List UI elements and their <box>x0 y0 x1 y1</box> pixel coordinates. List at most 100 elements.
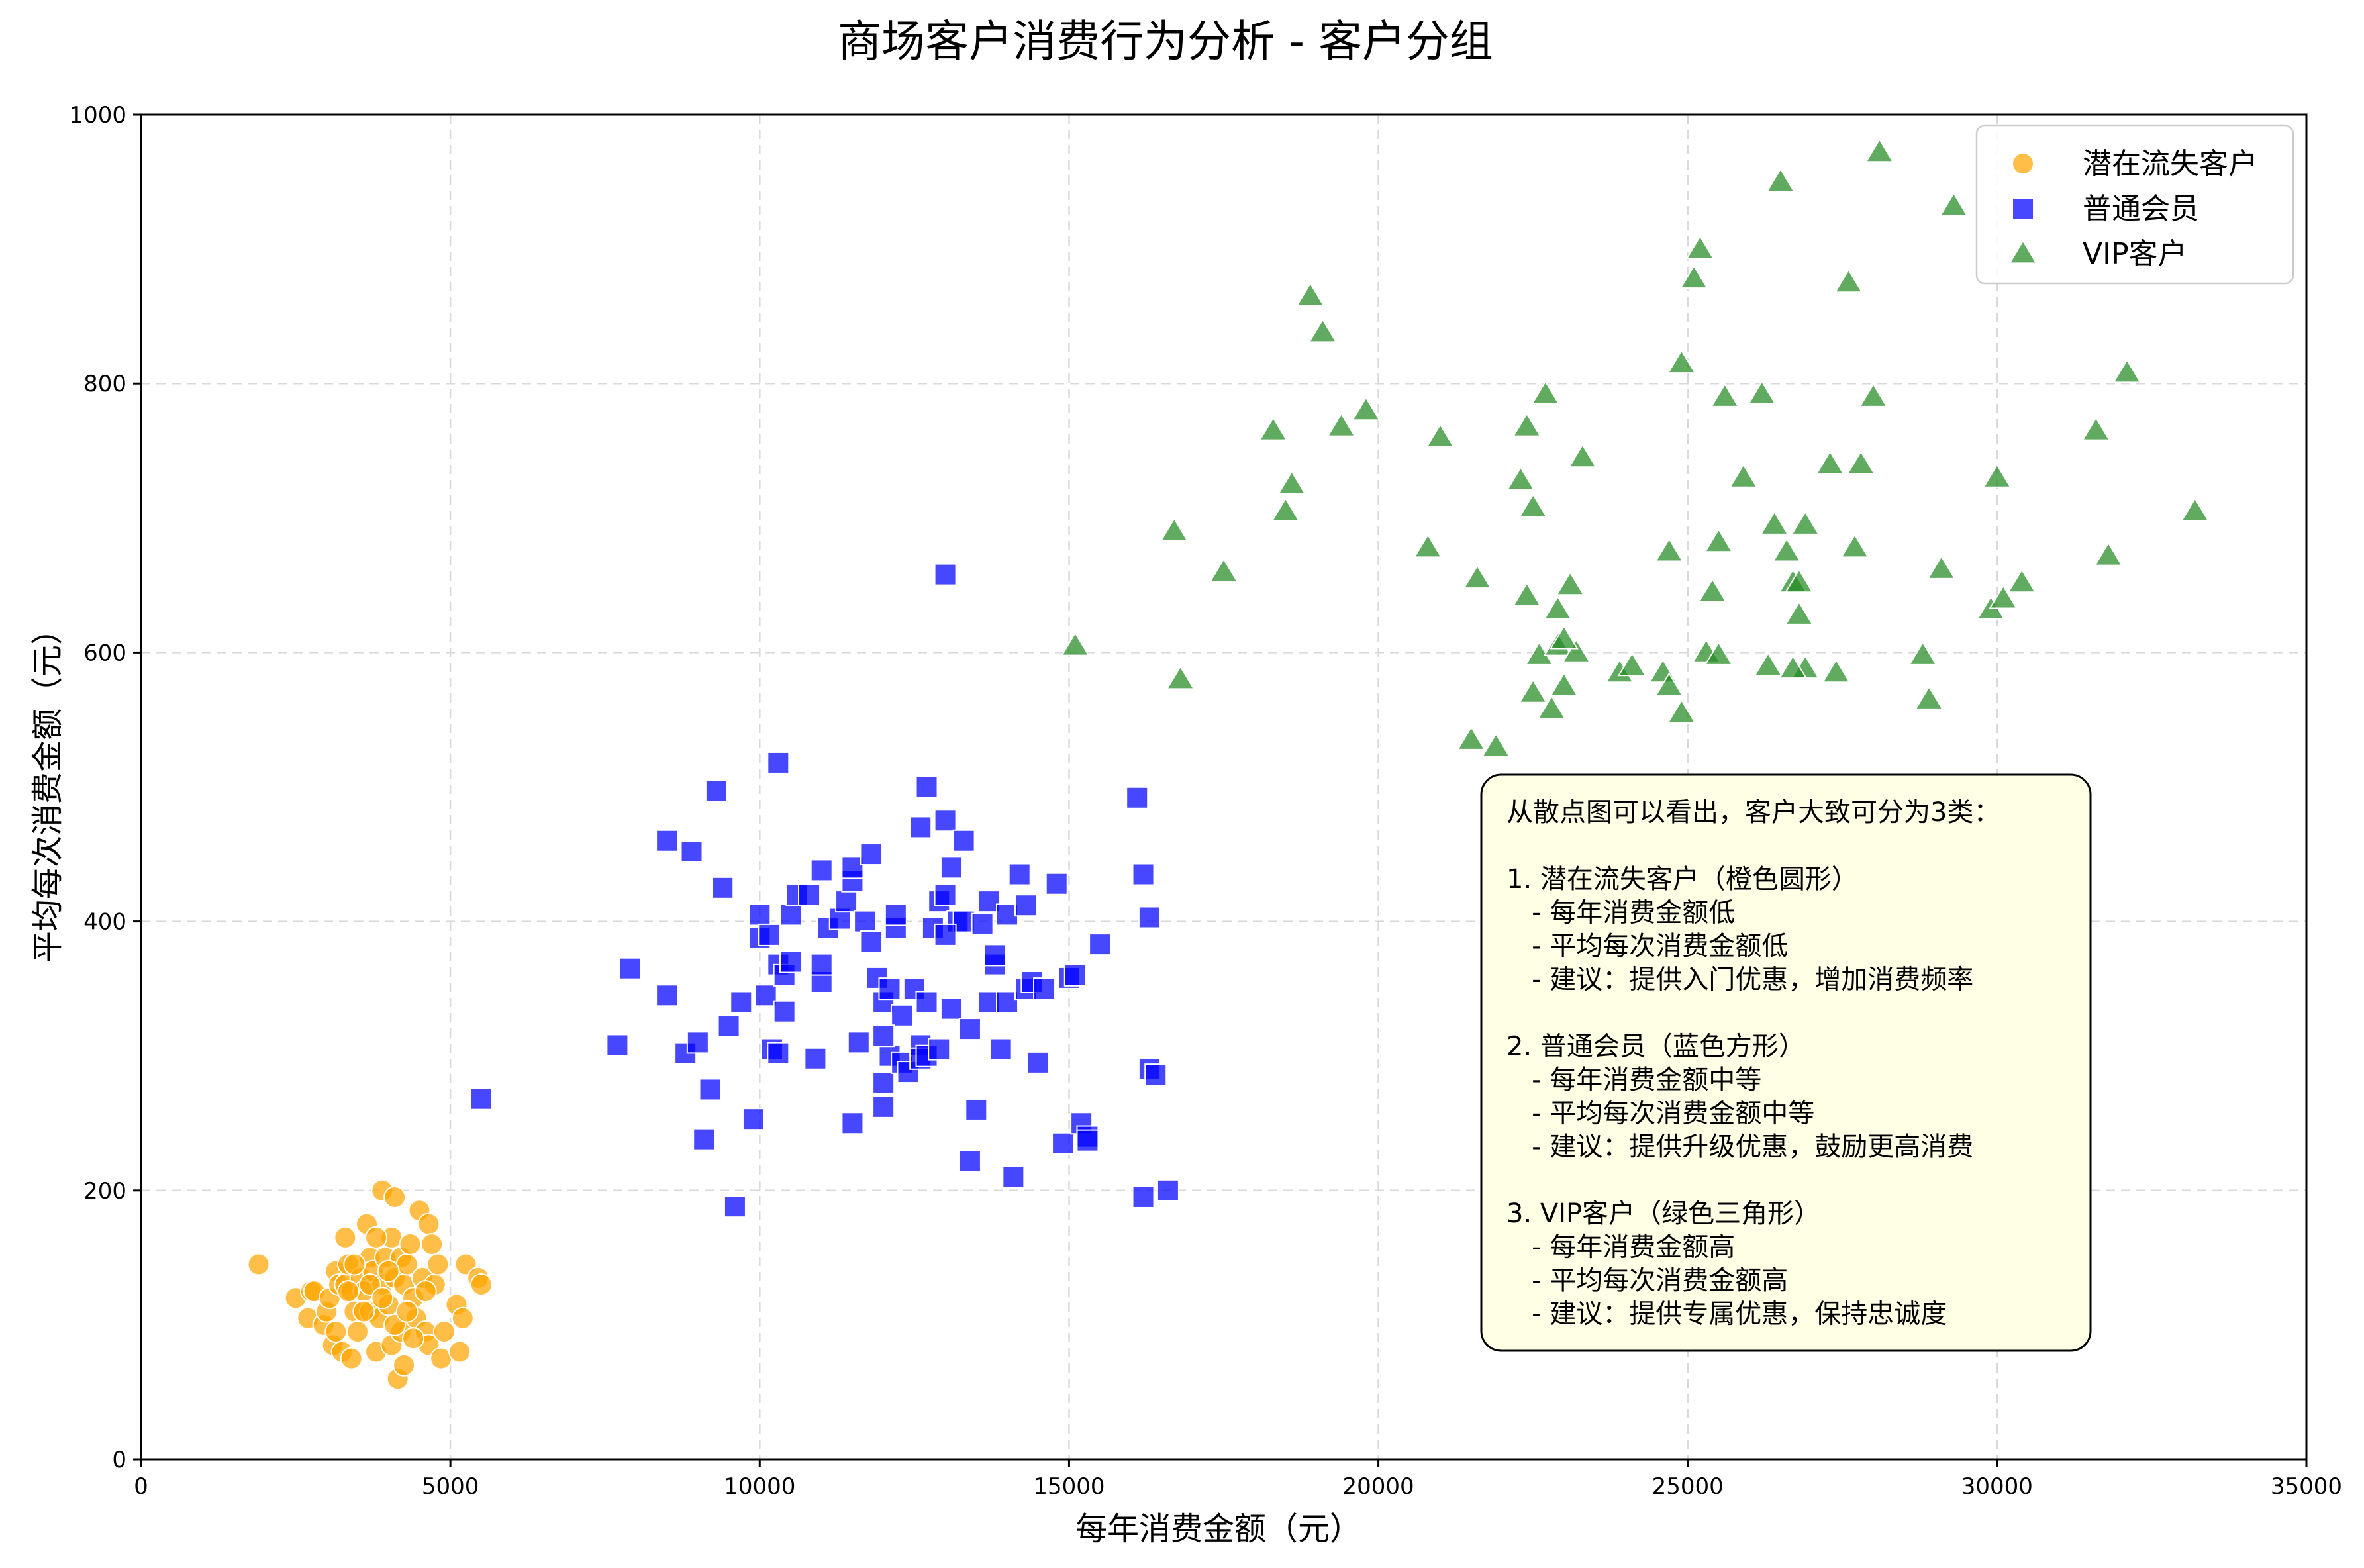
x-tick-label: 0 <box>134 1473 148 1500</box>
data-point-blue-square <box>934 923 957 946</box>
y-tick-label: 400 <box>83 909 126 936</box>
data-point-green-triangle <box>1685 234 1715 260</box>
data-point-blue-square <box>810 859 833 882</box>
data-point-blue-square <box>711 876 734 899</box>
data-point-blue-square <box>977 991 1000 1014</box>
data-point-orange-circle <box>469 1273 493 1296</box>
data-point-orange-circle <box>399 1233 422 1256</box>
data-point-blue-square <box>779 950 802 973</box>
data-point-green-triangle <box>1753 652 1783 677</box>
data-point-green-triangle <box>1555 571 1585 596</box>
plot-frame <box>140 113 2308 1461</box>
data-point-green-triangle <box>2007 568 2037 593</box>
data-point-blue-square <box>656 984 679 1007</box>
data-point-blue-square <box>730 991 753 1014</box>
data-point-blue-square <box>928 1038 951 1061</box>
data-point-green-triangle <box>2180 497 2210 522</box>
data-point-blue-square <box>835 890 858 913</box>
data-point-green-triangle <box>2094 542 2123 566</box>
data-point-blue-square <box>618 957 642 980</box>
data-point-green-triangle <box>1271 497 1301 522</box>
data-point-blue-square <box>934 563 957 586</box>
data-point-blue-square <box>693 1128 716 1151</box>
data-point-blue-square <box>989 1038 1012 1061</box>
data-point-green-triangle <box>1822 658 1851 683</box>
data-point-green-triangle <box>1413 533 1443 558</box>
data-point-blue-square <box>1132 1185 1155 1208</box>
axis-ticks: 0 5000 10000 15000 20000 25000 30000 35000 0 200 4… <box>69 102 2342 1500</box>
y-tick-label: 1000 <box>69 102 126 128</box>
data-point-green-triangle <box>1308 318 1338 343</box>
data-point-green-triangle <box>1865 138 1895 163</box>
data-point-blue-square <box>934 883 957 906</box>
data-point-orange-circle <box>346 1320 369 1344</box>
data-point-blue-square <box>1026 1051 1050 1074</box>
data-point-blue-square <box>810 953 833 976</box>
legend-marker-blue-square <box>2012 197 2034 220</box>
data-point-blue-square <box>1132 863 1155 886</box>
data-point-green-triangle <box>1295 282 1325 307</box>
annotation-line: 从散点图可以看出，客户大致可分为3类： <box>1506 797 2000 828</box>
data-point-green-triangle <box>2112 358 2142 383</box>
data-point-blue-square <box>758 923 781 946</box>
data-point-green-triangle <box>1667 699 1697 724</box>
data-point-orange-circle <box>371 1287 394 1310</box>
data-point-green-triangle <box>1908 641 1938 665</box>
data-point-blue-square <box>1033 977 1056 1001</box>
data-point-blue-square <box>717 1015 740 1038</box>
data-point-blue-square <box>971 912 994 936</box>
data-point-orange-circle <box>383 1185 407 1208</box>
data-point-green-triangle <box>1840 533 1869 558</box>
data-point-blue-square <box>841 1112 864 1135</box>
data-point-green-triangle <box>1506 466 1536 491</box>
data-point-blue-square <box>804 1047 827 1070</box>
data-point-blue-square <box>767 1042 790 1065</box>
data-point-blue-square <box>779 903 802 926</box>
data-point-green-triangle <box>1834 268 1863 293</box>
x-tick-label: 15000 <box>1033 1473 1105 1500</box>
data-point-blue-square <box>705 779 728 803</box>
data-point-green-triangle <box>1549 624 1579 650</box>
data-point-blue-square <box>1008 863 1031 886</box>
data-point-orange-circle <box>432 1320 456 1344</box>
annotation-frame <box>1480 773 2092 1352</box>
data-point-blue-square <box>699 1078 722 1101</box>
data-point-blue-square <box>1052 1132 1075 1155</box>
data-point-green-triangle <box>1518 679 1548 703</box>
data-point-orange-circle <box>417 1212 440 1236</box>
data-point-blue-square <box>754 984 777 1007</box>
annotation-line: - 每年消费金额高 <box>1506 1232 1735 1263</box>
data-point-blue-square <box>909 816 932 839</box>
data-point-blue-square <box>1156 1179 1179 1202</box>
annotation-line: - 平均每次消费金额低 <box>1506 931 1788 961</box>
data-point-orange-circle <box>426 1253 450 1276</box>
x-tick-label: 25000 <box>1652 1473 1724 1500</box>
data-point-green-triangle <box>1679 264 1708 289</box>
data-point-green-triangle <box>1815 450 1845 475</box>
data-point-blue-square <box>723 1195 746 1218</box>
data-point-orange-circle <box>420 1233 444 1256</box>
data-point-green-triangle <box>1778 654 1808 679</box>
data-point-blue-square <box>798 883 821 906</box>
data-point-green-triangle <box>1512 581 1542 607</box>
data-point-green-triangle <box>1654 672 1684 697</box>
data-point-green-triangle <box>1654 537 1684 562</box>
data-point-blue-square <box>872 1071 895 1095</box>
data-point-blue-square <box>872 1095 895 1118</box>
data-point-orange-circle <box>402 1327 425 1350</box>
data-point-green-triangle <box>1426 423 1455 448</box>
data-point-blue-square <box>773 1000 796 1023</box>
data-point-blue-square <box>996 991 1018 1014</box>
data-point-blue-square <box>952 829 975 852</box>
annotation-line: - 每年消费金额中等 <box>1506 1065 1761 1095</box>
data-point-blue-square <box>1126 786 1149 809</box>
data-point-green-triangle <box>1518 493 1548 518</box>
annotation-line: - 建议：提供专属优惠，保持忠诚度 <box>1506 1299 1947 1330</box>
data-point-blue-square <box>940 997 963 1020</box>
data-point-green-triangle <box>1060 632 1090 656</box>
data-point-blue-square <box>686 1031 709 1054</box>
data-point-blue-square <box>1138 906 1161 929</box>
data-point-green-triangle <box>1982 464 2012 488</box>
data-point-green-triangle <box>1667 349 1697 374</box>
data-point-green-triangle <box>1456 726 1486 750</box>
